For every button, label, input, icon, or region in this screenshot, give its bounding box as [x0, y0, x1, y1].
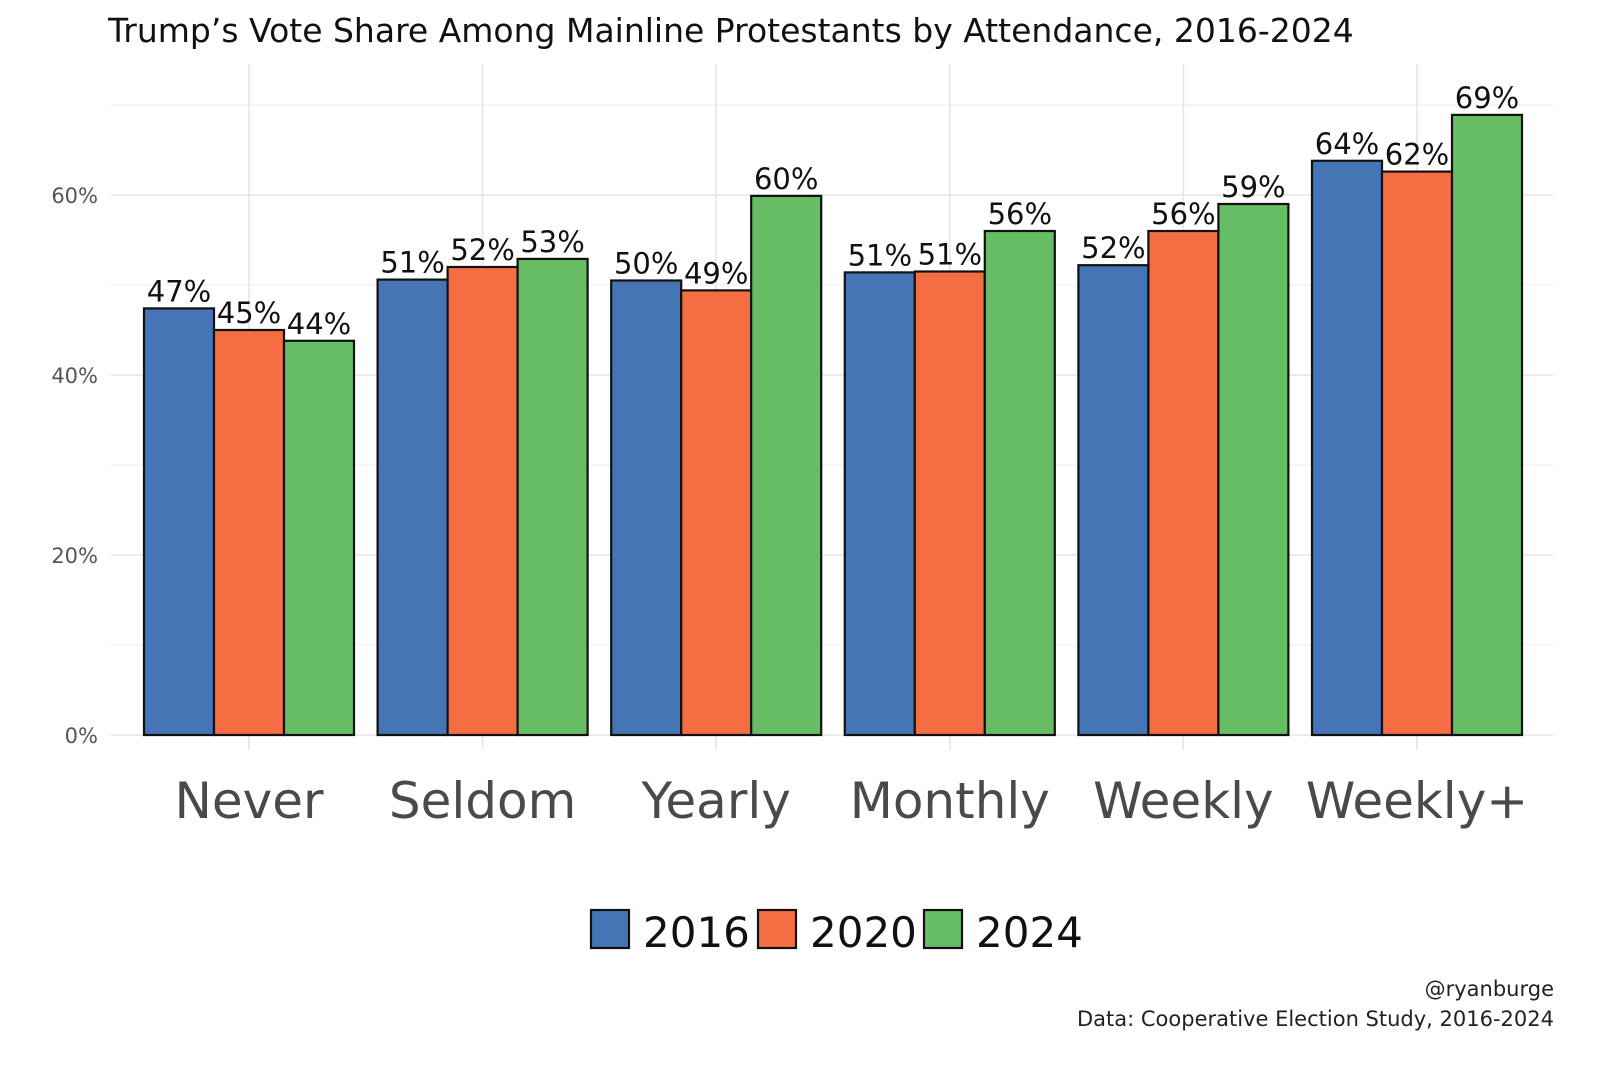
legend-swatch-2016 — [589, 908, 631, 950]
bar-value-label: 49% — [684, 256, 748, 290]
bar-2024-yearly — [750, 194, 823, 737]
y-axis-ticks: 0% 20% 40% 60% — [51, 184, 98, 748]
bar-value-label: 47% — [147, 274, 211, 308]
legend-label-2016: 2016 — [643, 908, 750, 957]
bar-value-label: 60% — [754, 162, 818, 196]
bar-value-label: 59% — [1221, 170, 1285, 204]
x-tick-label: Weekly — [1093, 772, 1273, 830]
chart-title: Trump’s Vote Share Among Mainline Protes… — [107, 11, 1354, 50]
bar-2024-weekly-plus — [1450, 113, 1524, 737]
x-tick-label: Weekly+ — [1306, 772, 1528, 830]
bar-value-label: 45% — [217, 296, 281, 330]
legend-label-2024: 2024 — [976, 908, 1083, 957]
bar-2020-never — [212, 328, 286, 737]
bar-2024-seldom — [516, 257, 589, 737]
bar-2024-never — [282, 339, 356, 737]
legend-swatch-2020 — [756, 908, 798, 950]
bar-2016-monthly — [843, 271, 916, 737]
bar-value-label: 56% — [1151, 197, 1215, 231]
bar-2020-weekly-plus — [1380, 170, 1454, 737]
y-tick-label: 60% — [51, 184, 98, 208]
bar-2016-seldom — [376, 278, 449, 737]
bar-value-labels: 47%45% 44%51% 52% 53%50% 49%60%51% 51%56%52%5… — [147, 81, 1519, 341]
caption: @ryanburge Data: Cooperative Election St… — [1077, 977, 1554, 1031]
x-axis-ticks: Never Seldom Yearly Monthly Weekly Weekly+ — [174, 772, 1528, 830]
bar-2016-weekly — [1077, 264, 1150, 737]
bar-value-label: 44% — [287, 307, 351, 341]
bar-2016-never — [142, 307, 216, 737]
bar-value-label: 52% — [1081, 231, 1145, 265]
legend: 2016 2020 2024 — [589, 908, 1083, 957]
bars — [142, 113, 1524, 737]
y-tick-label: 40% — [51, 364, 98, 388]
bar-value-label: 64% — [1315, 127, 1379, 161]
y-tick-label: 0% — [65, 724, 98, 748]
bar-value-label: 51% — [918, 238, 982, 272]
bar-2016-weekly-plus — [1310, 159, 1384, 737]
x-tick-label: Seldom — [389, 772, 576, 830]
bar-2020-weekly — [1147, 229, 1220, 737]
y-tick-label: 20% — [51, 544, 98, 568]
bar-value-label: 51% — [380, 246, 444, 280]
bar-value-label: 69% — [1455, 81, 1519, 115]
bar-2020-monthly — [913, 270, 986, 737]
x-tick-label: Never — [174, 772, 324, 830]
bar-2024-weekly — [1217, 202, 1290, 737]
bar-value-label: 62% — [1385, 138, 1449, 172]
legend-swatch-2024 — [922, 908, 964, 950]
caption-handle: @ryanburge — [1425, 977, 1554, 1001]
bar-value-label: 52% — [450, 233, 514, 267]
legend-label-2020: 2020 — [810, 908, 917, 957]
x-tick-label: Monthly — [850, 772, 1050, 830]
caption-source: Data: Cooperative Election Study, 2016-2… — [1077, 1007, 1554, 1031]
x-tick-label: Yearly — [641, 772, 791, 830]
bar-2016-yearly — [610, 279, 683, 737]
bar-value-label: 53% — [520, 225, 584, 259]
bar-2024-monthly — [983, 229, 1056, 737]
bar-2020-seldom — [446, 265, 519, 737]
bar-value-label: 56% — [988, 197, 1052, 231]
bar-value-label: 51% — [848, 238, 912, 272]
bar-value-label: 50% — [614, 247, 678, 281]
bar-2020-yearly — [680, 289, 753, 737]
